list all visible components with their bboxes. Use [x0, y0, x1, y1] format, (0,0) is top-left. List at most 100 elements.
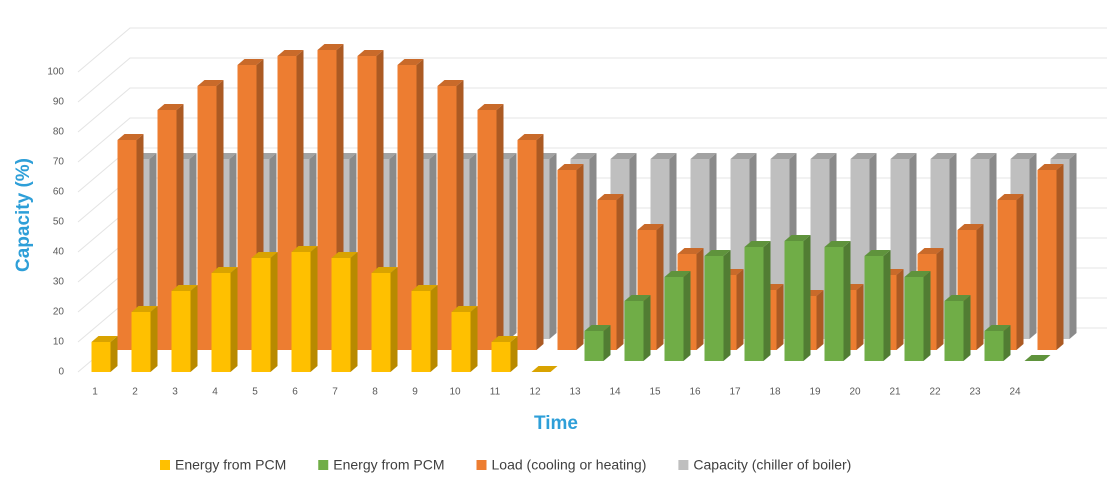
y-tick-label: 50 — [53, 217, 65, 228]
y-tick-label: 100 — [47, 67, 64, 78]
bar-top — [824, 241, 851, 247]
x-tick-label: 10 — [449, 387, 461, 398]
bar-top — [531, 366, 558, 372]
x-tick-label: 22 — [929, 387, 941, 398]
bar-front — [291, 252, 311, 372]
bar — [944, 295, 971, 361]
y-tick-label: 90 — [53, 97, 65, 108]
bar-side — [509, 153, 517, 339]
x-tick-label: 24 — [1009, 387, 1021, 398]
bar — [864, 250, 891, 361]
y-tick-label: 80 — [53, 127, 65, 138]
bar-side — [589, 153, 597, 339]
bar — [91, 336, 118, 372]
bar-side — [816, 290, 824, 350]
bar-top — [624, 295, 651, 301]
x-tick-label: 15 — [649, 387, 661, 398]
bar — [824, 241, 851, 361]
bar-top — [491, 336, 518, 342]
bar-side — [1069, 153, 1077, 339]
bar — [291, 246, 318, 372]
grid-line — [77, 57, 1107, 103]
bar-front — [1037, 170, 1057, 350]
bar — [251, 252, 278, 372]
bar-side — [470, 306, 478, 372]
bar-side — [1056, 164, 1064, 350]
bar-front — [477, 110, 497, 350]
bar — [371, 267, 398, 372]
x-tick-label: 13 — [569, 387, 581, 398]
bar-top — [477, 104, 504, 110]
x-tick-label: 19 — [809, 387, 821, 398]
bar-top — [850, 153, 877, 159]
bar — [744, 241, 771, 361]
bar-front — [491, 342, 511, 372]
bar — [411, 285, 438, 372]
y-tick-label: 70 — [53, 157, 65, 168]
bar-front — [91, 342, 111, 372]
bar-top — [610, 153, 637, 159]
bar-side — [696, 248, 704, 350]
bar-front — [371, 273, 391, 372]
legend-label: Capacity (chiller of boiler) — [693, 457, 851, 473]
bar-side — [856, 284, 864, 350]
bar — [477, 104, 504, 350]
bar-side — [1016, 194, 1024, 350]
x-tick-label: 9 — [412, 387, 418, 398]
bar — [704, 250, 731, 361]
bar-top — [970, 153, 997, 159]
x-tick-label: 8 — [372, 387, 378, 398]
bar-side — [723, 250, 731, 361]
bar-top — [237, 59, 264, 65]
bar-top — [397, 59, 424, 65]
bar-top — [677, 248, 704, 254]
bar-side — [683, 271, 691, 361]
bar-top — [904, 271, 931, 277]
x-tick-label: 4 — [212, 387, 218, 398]
bar-side — [896, 269, 904, 350]
bar-top — [251, 252, 278, 258]
bar-top — [171, 285, 198, 291]
bar-top — [131, 306, 158, 312]
bar-top — [451, 306, 478, 312]
x-tick-label: 16 — [689, 387, 701, 398]
bar-front — [944, 301, 964, 361]
bar-side — [136, 134, 144, 350]
bar-front — [211, 273, 231, 372]
bar-top — [637, 224, 664, 230]
bar-front — [131, 312, 151, 372]
bar — [1037, 164, 1064, 350]
bar — [171, 285, 198, 372]
bar — [664, 271, 691, 361]
bar-side — [270, 252, 278, 372]
x-tick-label: 6 — [292, 387, 298, 398]
bar-side — [763, 241, 771, 361]
bar — [437, 80, 464, 350]
bar-side — [469, 153, 477, 339]
bar-front — [171, 291, 191, 372]
bar-top — [1037, 164, 1064, 170]
bar-side — [150, 306, 158, 372]
bar-side — [390, 267, 398, 372]
bar-top — [557, 164, 584, 170]
bar-top — [917, 248, 944, 254]
bar-top — [570, 153, 597, 159]
y-tick-label: 30 — [53, 277, 65, 288]
x-tick-label: 7 — [332, 387, 338, 398]
x-tick-label: 5 — [252, 387, 258, 398]
bar — [331, 252, 358, 372]
x-axis-title: Time — [534, 413, 578, 434]
bar — [491, 336, 518, 372]
x-tick-label: 20 — [849, 387, 861, 398]
bar-side — [883, 250, 891, 361]
bar-front — [997, 200, 1017, 350]
bar-front — [984, 331, 1004, 361]
bar-side — [1029, 153, 1037, 339]
bar-side — [776, 284, 784, 350]
bar-side — [456, 80, 464, 350]
bar-side — [430, 285, 438, 372]
bar-side — [496, 104, 504, 350]
y-tick-label: 10 — [53, 337, 65, 348]
bar — [597, 194, 624, 350]
x-tick-label: 1 — [92, 387, 98, 398]
